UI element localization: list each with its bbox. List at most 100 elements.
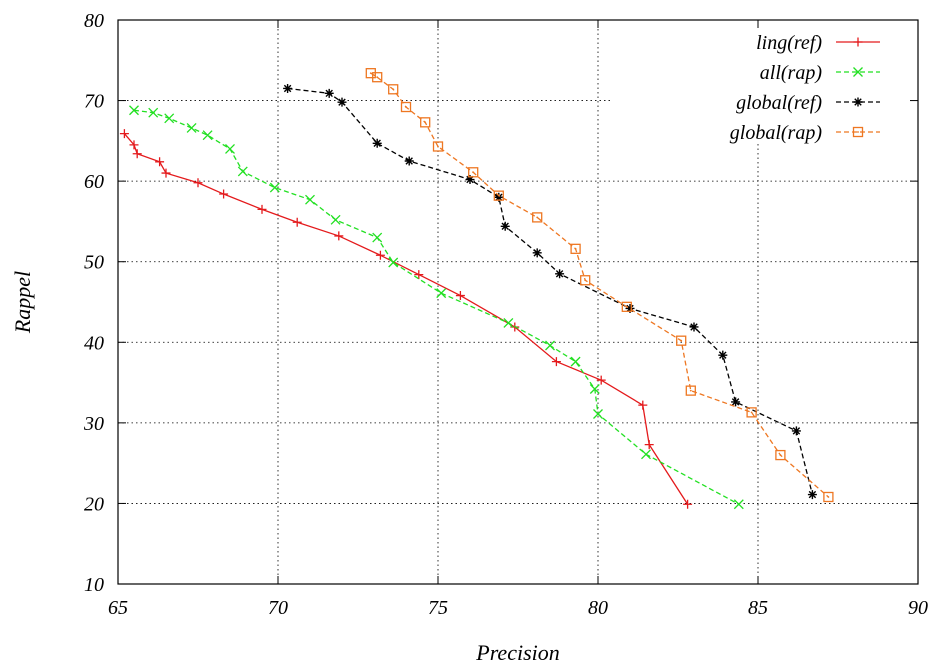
data-point-dot	[750, 411, 753, 414]
data-point	[465, 175, 475, 185]
data-point	[545, 340, 555, 351]
data-point	[257, 204, 267, 214]
data-point	[733, 499, 744, 510]
data-point	[621, 301, 632, 312]
data-point	[500, 221, 510, 231]
data-point-dot	[472, 171, 475, 174]
legend-label: all(rap)	[760, 62, 823, 84]
data-point-dot	[376, 76, 379, 79]
x-tick-label: 70	[268, 597, 288, 619]
data-point	[372, 72, 383, 83]
x-tick-label: 90	[908, 597, 928, 619]
data-point	[219, 189, 229, 199]
data-point	[193, 178, 203, 188]
data-point	[638, 400, 648, 410]
data-point	[132, 149, 142, 159]
data-point	[676, 335, 687, 346]
legend-label: ling(ref)	[756, 32, 822, 54]
data-point	[283, 83, 293, 93]
data-point	[791, 426, 801, 436]
x-tick-label: 65	[108, 597, 128, 619]
y-tick-label: 80	[84, 10, 104, 32]
data-point-dot	[437, 145, 439, 148]
y-tick-label: 10	[84, 574, 104, 596]
data-point-dot	[584, 279, 587, 282]
y-tick-label: 20	[84, 493, 104, 515]
data-point	[375, 250, 385, 260]
data-point	[596, 375, 606, 385]
data-point	[400, 101, 412, 113]
data-point	[414, 270, 424, 280]
grid	[118, 20, 918, 584]
data-point	[420, 117, 431, 128]
data-point	[330, 214, 341, 225]
data-point	[532, 212, 543, 223]
legend: ling(ref) all(rap) global(ref) global(rap)	[730, 32, 880, 144]
data-point	[853, 37, 863, 47]
data-point	[129, 140, 139, 150]
data-point	[718, 350, 728, 360]
data-point	[503, 317, 514, 328]
x-tick-label: 80	[588, 597, 608, 619]
data-point	[129, 105, 139, 116]
data-point	[589, 384, 600, 394]
data-point	[225, 143, 235, 154]
data-point	[746, 407, 757, 418]
data-point	[644, 440, 654, 450]
data-point	[468, 167, 479, 178]
data-point	[555, 269, 565, 279]
series-line	[370, 72, 829, 498]
data-point	[775, 449, 786, 461]
data-point	[202, 130, 213, 141]
data-point-dot	[827, 496, 830, 498]
data-point	[570, 243, 581, 254]
data-point	[324, 88, 334, 98]
data-point	[455, 291, 465, 301]
data-point	[292, 217, 302, 227]
data-point-dot	[497, 194, 500, 197]
data-point	[388, 84, 399, 95]
data-point	[494, 192, 504, 202]
data-point	[853, 67, 863, 77]
y-tick-label: 60	[84, 171, 104, 193]
data-point-dot	[536, 216, 539, 219]
data-point-dot	[625, 305, 628, 308]
data-point	[807, 490, 817, 500]
data-point	[372, 232, 383, 243]
data-point	[334, 231, 344, 241]
data-point	[641, 449, 651, 460]
x-axis-title: Precision	[475, 640, 560, 664]
data-point	[685, 385, 696, 396]
data-point-dot	[779, 454, 782, 456]
data-point	[823, 491, 834, 503]
data-point	[372, 138, 382, 148]
data-point	[689, 322, 699, 332]
legend-label: global(ref)	[736, 92, 822, 114]
x-tick-label: 75	[428, 597, 448, 619]
data-point	[155, 157, 165, 167]
y-tick-label: 30	[83, 413, 104, 435]
axis-ticks: 65 70 75 80 85 90 10 20 30 40 50 60 70 80	[83, 10, 928, 619]
plot-frame	[117, 19, 919, 585]
y-tick-label: 70	[84, 91, 104, 113]
data-point	[404, 156, 414, 166]
series-global-ref-	[283, 83, 817, 500]
data-point	[119, 129, 129, 139]
data-point	[551, 357, 561, 367]
data-point	[852, 126, 864, 138]
data-point	[432, 141, 444, 152]
data-point-dot	[369, 72, 372, 75]
series-ling-ref-	[119, 129, 693, 509]
data-point	[161, 168, 171, 178]
data-point-dot	[424, 121, 427, 124]
data-point	[388, 257, 399, 268]
data-point	[186, 123, 197, 133]
y-tick-label: 50	[84, 252, 104, 274]
data-point	[580, 275, 591, 286]
plot-area	[119, 68, 834, 510]
series-global-rap-	[365, 68, 834, 503]
data-point	[337, 97, 347, 107]
series-line	[133, 109, 740, 505]
legend-label: global(rap)	[730, 122, 823, 144]
